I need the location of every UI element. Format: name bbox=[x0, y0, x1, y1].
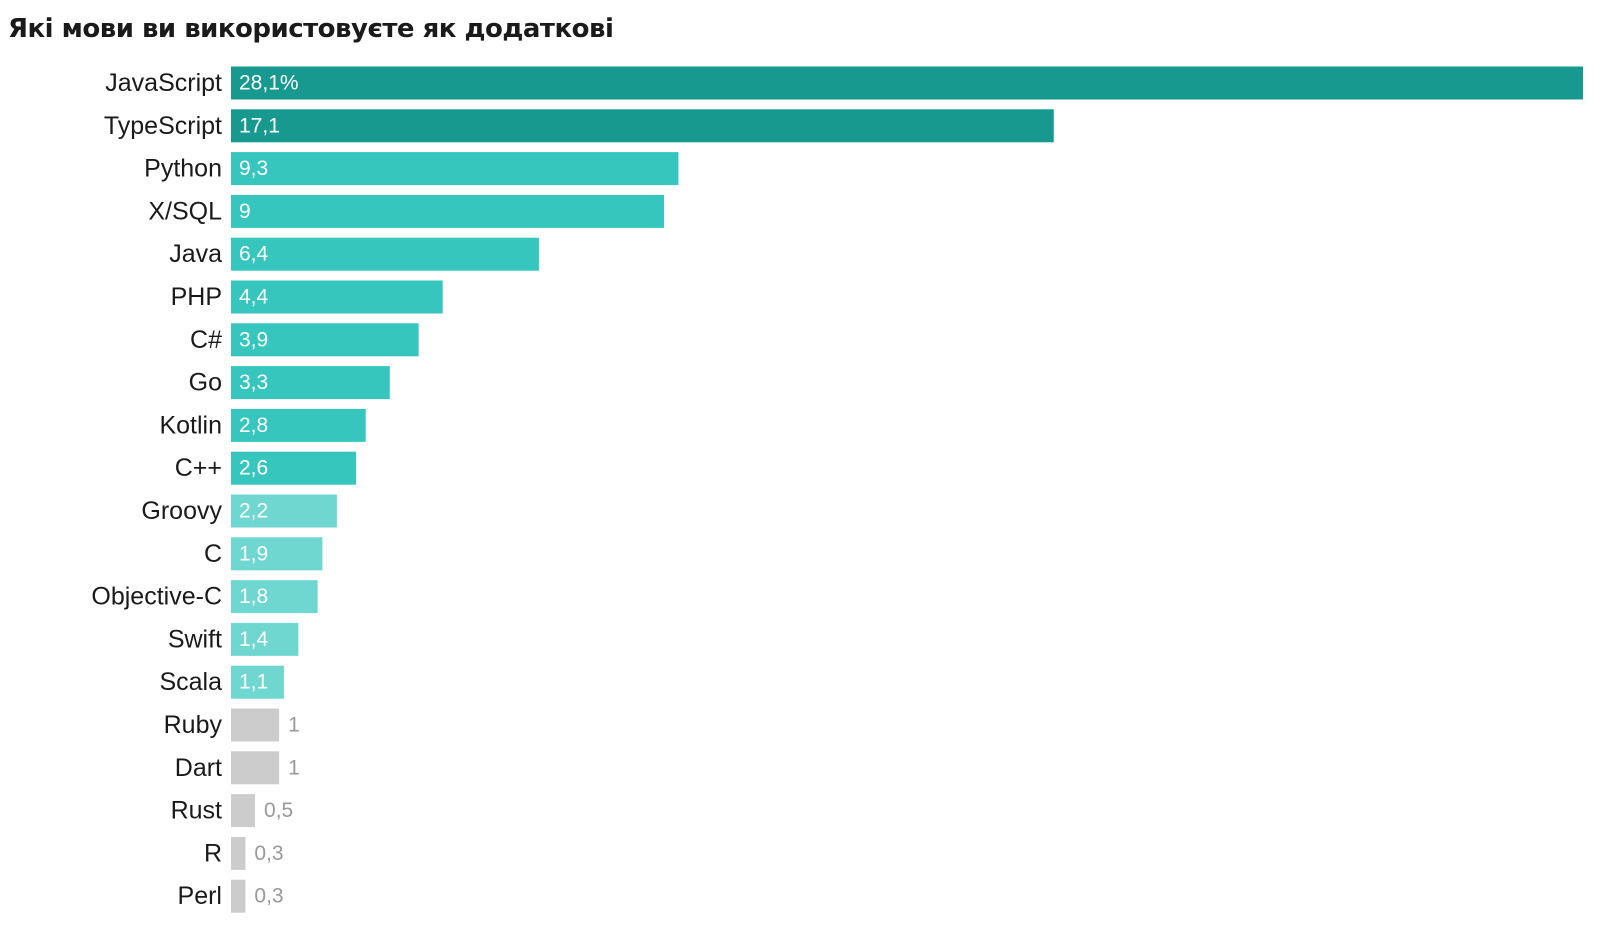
bar bbox=[231, 366, 390, 400]
bar bbox=[231, 751, 280, 785]
category-label: Swift bbox=[168, 625, 222, 653]
category-label: Python bbox=[144, 155, 222, 183]
category-label: Go bbox=[189, 369, 222, 397]
bar-row-c: C++ 2,6 bbox=[175, 451, 357, 485]
category-label: JavaScript bbox=[105, 69, 222, 97]
bar bbox=[231, 665, 284, 699]
bar-row-php: PHP 4,4 bbox=[171, 280, 443, 314]
value-label: 9 bbox=[239, 200, 251, 223]
value-label: 4,4 bbox=[239, 286, 269, 309]
value-label: 1,4 bbox=[239, 628, 269, 651]
value-label: 1,1 bbox=[239, 671, 268, 694]
category-label: Perl bbox=[178, 882, 222, 910]
category-label: Kotlin bbox=[159, 411, 222, 439]
value-label: 0,3 bbox=[254, 842, 283, 865]
value-label: 0,3 bbox=[254, 885, 283, 908]
bar bbox=[231, 622, 299, 656]
value-label: 2,2 bbox=[239, 500, 268, 523]
bar bbox=[231, 836, 246, 870]
bar-row-x-sql: X/SQL 9 bbox=[148, 194, 665, 228]
bar-row-java: Java 6,4 bbox=[169, 237, 539, 271]
bar-row-c: C# 3,9 bbox=[190, 323, 419, 357]
category-label: Java bbox=[169, 240, 222, 268]
bar-row-swift: Swift 1,4 bbox=[168, 622, 299, 656]
category-label: TypeScript bbox=[104, 112, 222, 140]
value-label: 3,9 bbox=[239, 328, 268, 351]
bar-row-javascript: JavaScript 28,1% bbox=[105, 66, 1583, 100]
bar bbox=[231, 408, 366, 442]
category-label: Dart bbox=[175, 754, 222, 782]
category-label: Rust bbox=[171, 797, 222, 825]
value-label: 1 bbox=[288, 756, 300, 779]
bar-row-scala: Scala 1,1 bbox=[159, 665, 284, 699]
bar bbox=[231, 580, 318, 614]
bar-row-perl: Perl 0,3 bbox=[178, 879, 284, 913]
bar bbox=[231, 794, 256, 828]
value-label: 2,6 bbox=[239, 457, 268, 480]
bar-row-go: Go 3,3 bbox=[189, 366, 390, 400]
bar-row-ruby: Ruby 1 bbox=[164, 708, 300, 742]
bar bbox=[231, 66, 1583, 100]
bar bbox=[231, 451, 357, 485]
value-label: 1,9 bbox=[239, 542, 268, 565]
bar bbox=[231, 152, 679, 186]
value-label: 6,4 bbox=[239, 243, 269, 266]
value-label: 0,5 bbox=[264, 799, 293, 822]
bar bbox=[231, 879, 246, 913]
value-label: 28,1% bbox=[239, 72, 299, 95]
bar bbox=[231, 708, 280, 742]
value-label: 3,3 bbox=[239, 371, 268, 394]
category-label: Ruby bbox=[164, 711, 223, 739]
category-label: X/SQL bbox=[148, 197, 222, 225]
value-label: 9,3 bbox=[239, 157, 268, 180]
value-label: 17,1 bbox=[239, 114, 280, 137]
bar bbox=[231, 280, 443, 314]
bar bbox=[231, 537, 323, 571]
bar-row-kotlin: Kotlin 2,8 bbox=[159, 408, 366, 442]
bar-row-rust: Rust 0,5 bbox=[171, 794, 293, 828]
bar-row-python: Python 9,3 bbox=[144, 152, 679, 186]
bar-row-objective-c: Objective-C 1,8 bbox=[91, 580, 318, 614]
category-label: Scala bbox=[159, 668, 222, 696]
category-label: C++ bbox=[175, 454, 222, 482]
category-label: C bbox=[204, 540, 222, 568]
value-label: 2,8 bbox=[239, 414, 268, 437]
category-label: R bbox=[204, 839, 222, 867]
value-label: 1,8 bbox=[239, 585, 268, 608]
bar bbox=[231, 109, 1054, 143]
bar bbox=[231, 194, 665, 228]
bar-row-groovy: Groovy 2,2 bbox=[141, 494, 337, 528]
category-label: Groovy bbox=[141, 497, 222, 525]
chart-title: Які мови ви використовуєте як додаткові bbox=[8, 14, 614, 44]
category-label: C# bbox=[190, 326, 222, 354]
bar bbox=[231, 323, 419, 357]
bar-row-dart: Dart 1 bbox=[175, 751, 300, 785]
value-label: 1 bbox=[288, 714, 300, 737]
category-label: PHP bbox=[171, 283, 222, 311]
bar-row-r: R 0,3 bbox=[204, 836, 284, 870]
bar-row-c: C 1,9 bbox=[204, 537, 323, 571]
bar bbox=[231, 494, 337, 528]
category-label: Objective-C bbox=[91, 583, 222, 611]
bar-row-typescript: TypeScript 17,1 bbox=[104, 109, 1054, 143]
bar bbox=[231, 237, 539, 271]
